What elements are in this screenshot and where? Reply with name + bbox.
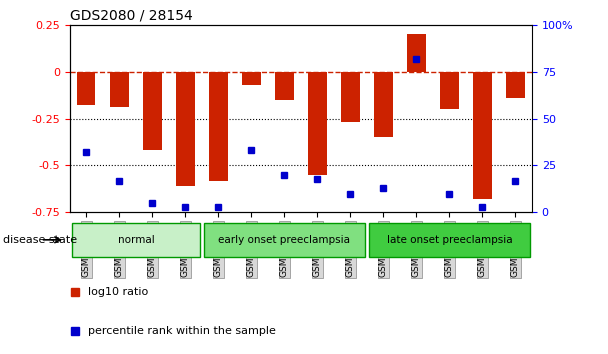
Text: disease state: disease state: [3, 235, 77, 245]
Bar: [176, 72, 195, 186]
Bar: [275, 72, 294, 100]
FancyBboxPatch shape: [368, 223, 530, 257]
Text: log10 ratio: log10 ratio: [88, 287, 148, 297]
Bar: [308, 72, 326, 175]
Text: GDS2080 / 28154: GDS2080 / 28154: [70, 8, 193, 22]
Bar: [243, 72, 260, 85]
Bar: [407, 34, 426, 72]
Text: late onset preeclampsia: late onset preeclampsia: [387, 235, 513, 245]
Bar: [474, 72, 491, 199]
Bar: [143, 72, 162, 150]
Text: percentile rank within the sample: percentile rank within the sample: [88, 326, 276, 336]
FancyBboxPatch shape: [204, 223, 365, 257]
Bar: [77, 72, 95, 105]
FancyBboxPatch shape: [72, 223, 200, 257]
Text: early onset preeclampsia: early onset preeclampsia: [218, 235, 350, 245]
Bar: [209, 72, 227, 181]
Bar: [506, 72, 525, 98]
Text: normal: normal: [117, 235, 154, 245]
Bar: [341, 72, 359, 122]
Bar: [375, 72, 393, 137]
Bar: [440, 72, 458, 109]
Bar: [110, 72, 128, 107]
